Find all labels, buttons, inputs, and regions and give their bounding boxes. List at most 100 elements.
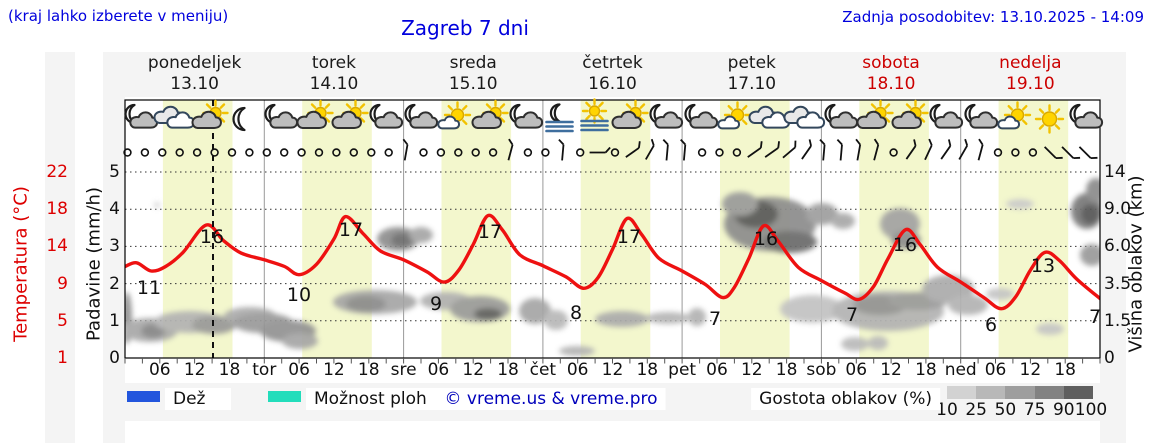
day-name: četrtek [582,53,643,73]
wind-calm-icon [280,148,289,157]
density-bar-segment [1063,386,1094,399]
cloud-height-tick: 1.5 [1104,310,1132,331]
weather-icon-sun-small-cloud [997,101,1032,130]
x-day-label: čet [529,360,557,380]
precip-tick: 3 [109,236,120,257]
day-date: 19.10 [1006,74,1055,94]
day-name: nedelja [999,53,1062,73]
wind-calm-icon [575,148,585,157]
weather-icon-moon-cloud [684,103,719,129]
wind-barb-icon [801,139,812,160]
weather-icon-moon-cloud [1069,103,1104,129]
density-bar-segment [1005,386,1035,399]
weather-icon-moon-cloud [509,103,544,129]
weather-icon-sun-cloud [856,99,894,129]
wind-barb-icon [782,140,797,159]
density-tick: 25 [965,400,988,420]
x-hour-label: 18 [497,360,519,380]
temp-tick: 1 [57,348,68,368]
density-tick: 100 [1074,400,1108,420]
wind-calm-icon [715,148,724,157]
wind-barb-icon [836,138,843,161]
temp-tick: 5 [57,310,68,331]
precipitation-axis-label: Padavine (mm/h) [83,187,105,341]
wind-barb-icon [680,138,687,161]
wind-calm-icon [367,148,376,157]
temperature-value-label: 17 [616,226,642,248]
weather-icon-sun-small-cloud [717,101,752,130]
wind-barb-icon [1044,146,1063,160]
wind-calm-icon [523,148,533,157]
wind-barb-icon [747,141,763,158]
day-name: torek [311,53,356,73]
precip-tick: 4 [109,199,120,220]
wind-calm-icon [158,148,167,157]
day-date: 18.10 [866,74,916,94]
weather-icon-moon-cloud [404,103,439,129]
x-day-label: pet [668,360,697,380]
temperature-axis-label: Temperatura (°C) [10,186,32,342]
temperature-value-label: 7 [1088,306,1102,328]
cloud-density-legend-label: Gostota oblakov (%) [751,388,940,410]
x-hour-label: 06 [566,360,589,380]
precip-tick: 1 [109,310,120,331]
temp-tick: 9 [57,273,68,294]
wind-calm-icon [993,148,1003,157]
weather-icon-moon [232,106,246,132]
cloud-height-tick: 0 [1104,348,1115,368]
wind-barb-icon [589,146,611,154]
x-hour-label: 18 [218,360,241,380]
day-name: sreda [449,53,497,73]
weather-icon-moon-cloud [929,103,964,129]
x-hour-label: 18 [915,360,937,380]
wind-calm-icon [419,148,428,157]
x-hour-label: 12 [462,360,485,380]
wind-calm-icon [471,148,480,157]
wind-barb-icon [873,138,880,161]
wind-calm-icon [697,148,707,157]
density-bar-segment [947,386,977,399]
temperature-value-label: 16 [199,226,225,248]
x-hour-label: 06 [288,360,310,380]
wind-barb-icon [905,139,917,160]
temperature-value-label: 16 [753,228,779,250]
wind-calm-icon [297,148,306,157]
wind-calm-icon [123,148,132,157]
cloud-height-tick: 3.5 [1104,273,1132,294]
temperature-value-label: 17 [338,219,364,241]
density-tick: 90 [1052,400,1075,420]
x-hour-label: 06 [984,360,1007,380]
x-hour-label: 18 [775,360,798,380]
temperature-value-label: 11 [136,277,162,299]
weather-icon-sun-cloud [891,99,929,129]
density-bar-segment [976,386,1006,399]
copyright-link[interactable]: © vreme.us & vreme.pro [436,388,666,410]
cloud-height-tick: 9.0 [1104,199,1132,220]
density-bar-segment [1034,386,1064,399]
wind-calm-icon [349,148,358,157]
weather-icon-moon-cloud [824,103,859,129]
wind-calm-icon [314,148,324,157]
temperature-value-label: 13 [1030,255,1056,277]
wind-barb-icon [924,138,933,161]
day-name: sobota [862,53,920,73]
temperature-value-label: 17 [477,221,503,243]
temp-tick: 14 [46,236,68,257]
wind-barb-icon [855,138,862,161]
temperature-curve [125,213,1100,311]
day-name: petek [727,53,776,73]
wind-calm-icon [436,148,446,157]
weather-icon-sun-cloud [296,99,334,129]
wind-calm-icon [889,148,898,157]
showers-legend-label: Možnost ploh [306,388,453,410]
temperature-value-label: 6 [984,314,998,336]
density-tick: 50 [994,400,1017,420]
x-hour-label: 12 [880,360,902,380]
cloud-density-gradient-bar [947,386,1094,399]
wind-calm-icon [1011,148,1020,157]
temperature-value-label: 7 [845,304,859,326]
x-hour-label: 12 [1019,360,1042,380]
bg-strip-left [45,52,75,443]
cloud-height-tick: 14 [1104,162,1126,182]
x-day-label: sob [806,360,837,380]
